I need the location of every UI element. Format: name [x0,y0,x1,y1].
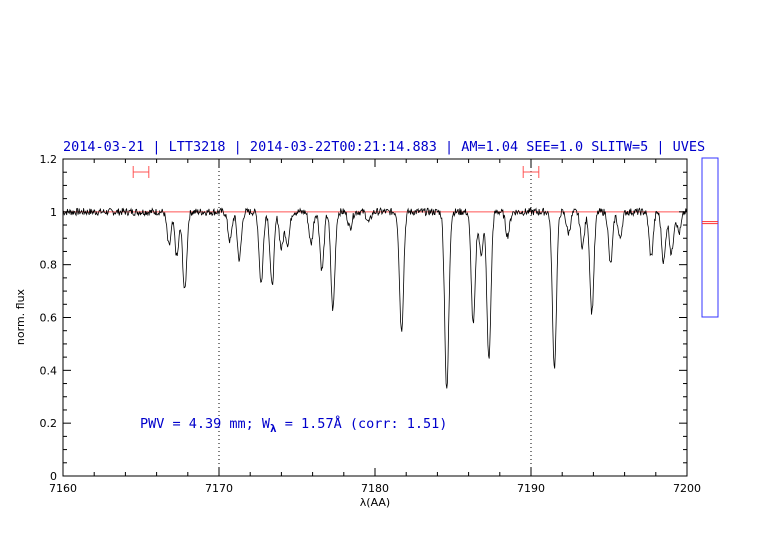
x-tick-label: 7160 [49,482,77,495]
x-tick-label: 7170 [205,482,233,495]
y-tick-label: 0.2 [40,417,58,430]
side-indicator-box [701,157,719,318]
y-tick-label: 0.6 [40,312,58,325]
x-axis-ticks: 7160 7170 7180 7190 7200 [49,159,701,495]
pwv-annotation-subscript: λ [270,422,277,435]
spectrum-line [62,207,688,389]
y-tick-label: 0 [50,470,57,483]
y-axis-ticks: 0 0.2 0.4 0.6 0.8 1 1.2 [40,153,687,483]
x-axis-label: λ(AA) [360,496,390,509]
y-tick-label: 1.2 [40,153,58,166]
pwv-annotation-suffix: = 1.57Å (corr: 1.51) [277,415,448,432]
pwv-annotation: PWV = 4.39 mm; Wλ = 1.57Å (corr: 1.51) [140,415,447,435]
y-tick-label: 1 [50,206,57,219]
y-axis-label: norm. flux [14,288,27,345]
x-tick-label: 7190 [517,482,545,495]
x-tick-label: 7200 [673,482,701,495]
x-tick-label: 7180 [361,482,389,495]
y-tick-label: 0.8 [40,259,58,272]
fit-range-markers [132,166,540,178]
spectrum-group [62,207,688,389]
y-tick-label: 0.4 [40,364,58,377]
chart-title: 2014-03-21 | LTT3218 | 2014-03-22T00:21:… [63,139,705,155]
pwv-annotation-prefix: PWV = 4.39 mm; W [140,416,271,432]
